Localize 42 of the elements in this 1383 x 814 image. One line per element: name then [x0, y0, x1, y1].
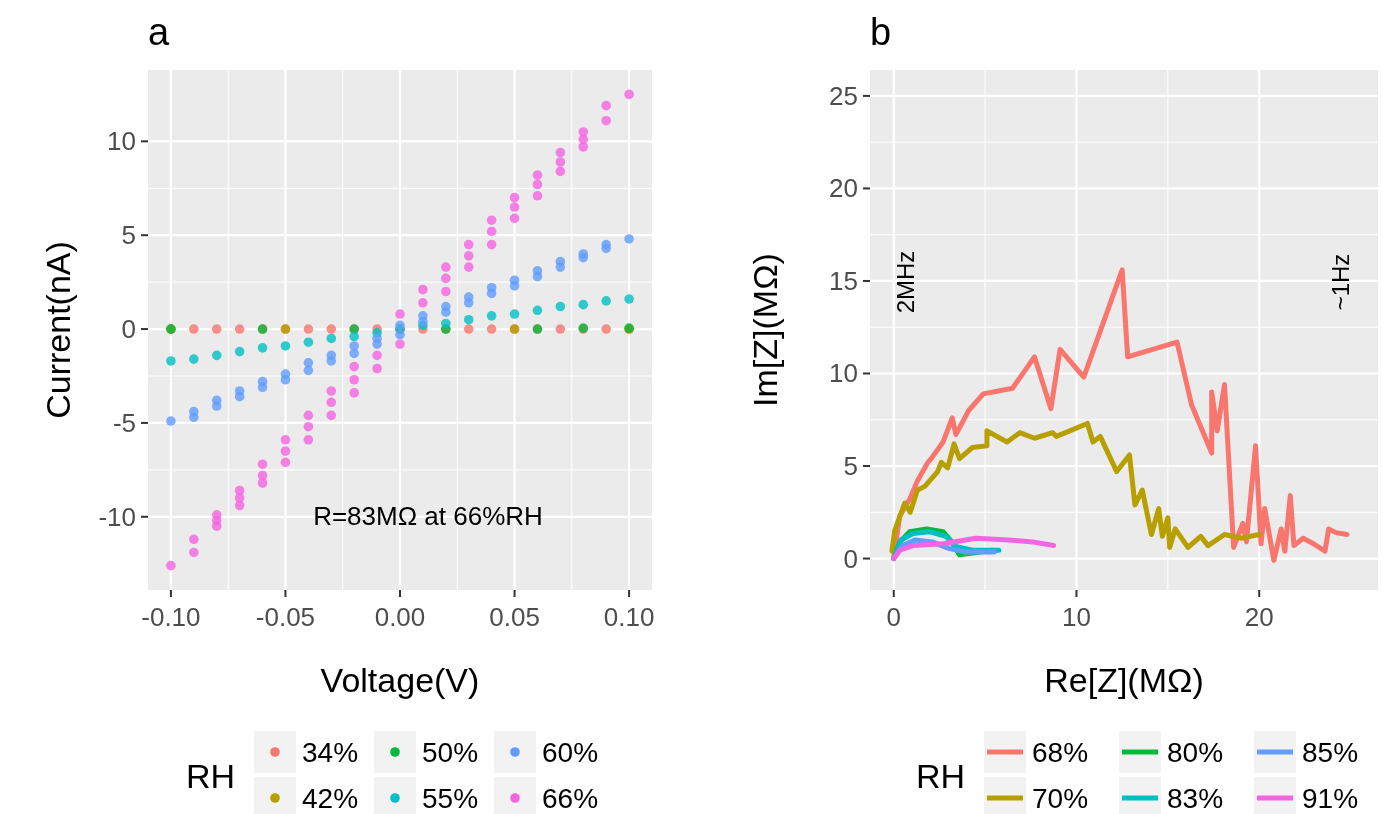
legend-label: 34%	[302, 736, 359, 768]
legend-label: 60%	[542, 736, 599, 768]
annotation: 2MHz	[892, 250, 920, 314]
y-tick-label: 0	[121, 314, 136, 345]
legend-label: 91%	[1302, 782, 1359, 814]
annotation: R=83MΩ at 66%RH	[313, 500, 543, 531]
x-tick-label: 20	[1244, 602, 1274, 632]
x-tick-label: 0.10	[603, 602, 655, 632]
legend-title: RH	[915, 757, 965, 795]
y-tick-label: 5	[121, 220, 136, 251]
y-tick-label: -5	[112, 407, 136, 438]
chart-title: b	[870, 11, 892, 53]
legend-label: 42%	[302, 782, 359, 814]
annotation: ~1Hz	[1327, 253, 1355, 311]
y-tick-label: 10	[829, 358, 858, 389]
x-tick-label: -0.05	[255, 602, 316, 632]
y-tick-label: 15	[829, 265, 858, 296]
x-tick-label: 0.00	[374, 602, 426, 632]
y-tick-label: 25	[829, 80, 858, 111]
legend-label: 83%	[1167, 782, 1224, 814]
legend-label: 80%	[1167, 736, 1224, 768]
x-tick-label: 0	[886, 602, 901, 632]
y-axis-title: Im[Z](MΩ)	[746, 253, 784, 407]
x-tick-label: -0.10	[141, 602, 201, 632]
y-tick-label: 20	[829, 173, 858, 204]
chart-title: a	[148, 11, 170, 53]
legend-title: RH	[185, 757, 235, 795]
legend-label: 68%	[1032, 736, 1089, 768]
y-tick-label: -10	[98, 501, 136, 532]
x-axis-title: Voltage(V)	[320, 661, 480, 699]
y-tick-label: 0	[843, 543, 858, 574]
legend-label: 55%	[422, 782, 479, 814]
legend-label: 85%	[1302, 736, 1359, 768]
y-tick-label: 5	[843, 451, 858, 482]
legend-label: 66%	[542, 782, 599, 814]
y-axis-title: Current(nA)	[39, 241, 77, 419]
legend-label: 70%	[1032, 782, 1089, 814]
legend-label: 50%	[422, 736, 479, 768]
x-tick-label: 0.05	[489, 602, 540, 632]
x-tick-label: 10	[1062, 602, 1091, 632]
y-tick-label: 10	[107, 126, 136, 157]
x-axis-title: Re[Z](MΩ)	[1044, 661, 1204, 699]
